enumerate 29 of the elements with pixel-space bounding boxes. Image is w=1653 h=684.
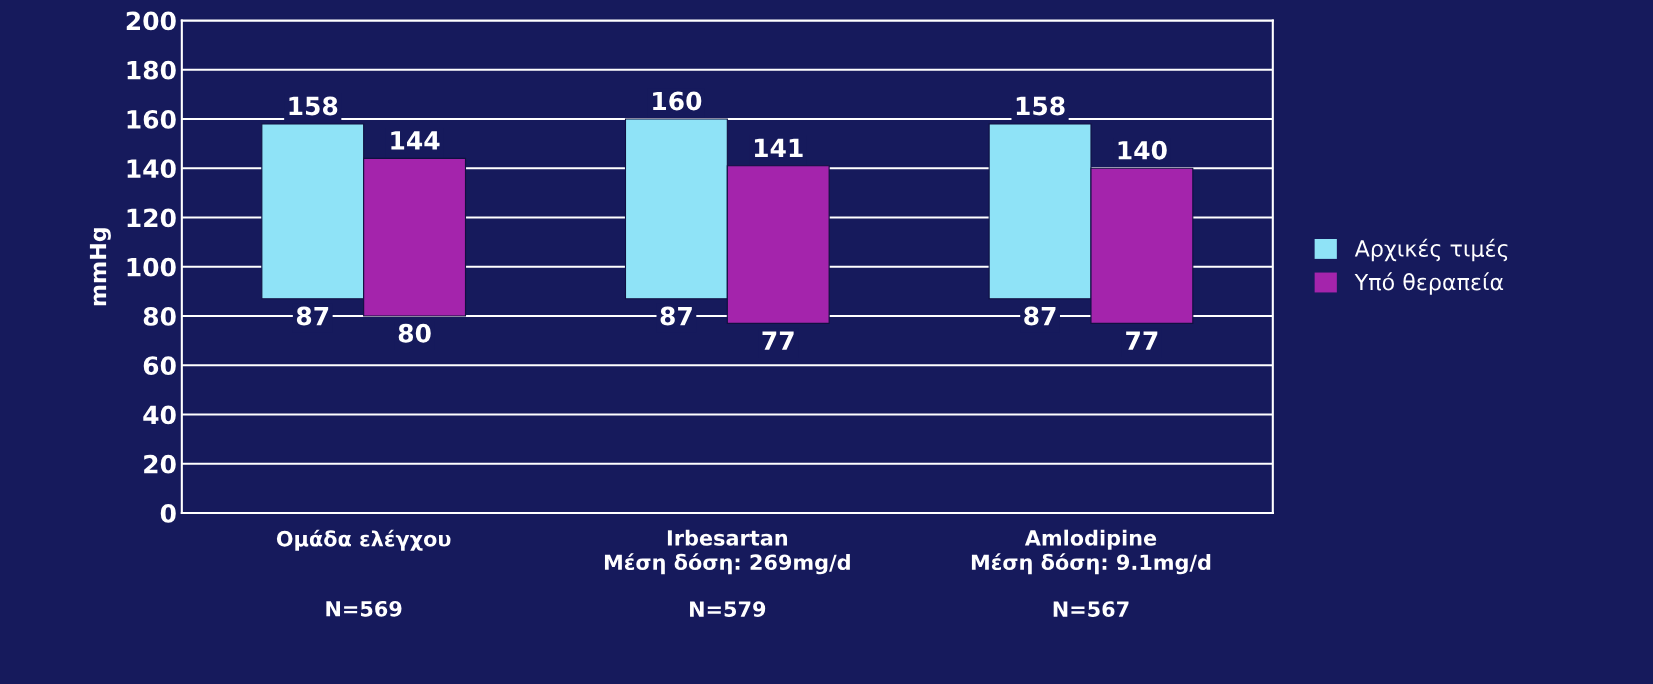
annotation: 80	[398, 323, 431, 343]
annotation: 158	[289, 96, 338, 116]
annotation: 87	[660, 306, 692, 326]
y-tick-label: 180	[127, 60, 176, 80]
y-tick-label: 200	[126, 11, 176, 31]
annotation: 144	[391, 131, 440, 150]
y-tick-label: 100	[127, 257, 176, 277]
y-tick-label: 40	[143, 405, 176, 425]
annotation: 140	[1118, 140, 1167, 160]
y-axis-title: mmHg	[89, 228, 111, 306]
annotation: 158	[1016, 96, 1065, 116]
y-tick-label: 80	[143, 306, 176, 326]
y-tick-label: 0	[160, 503, 176, 523]
y-tick-label: 60	[143, 356, 176, 376]
category-label: Ομάδα ελέγχου N=569	[276, 529, 451, 617]
legend-label: Αρχικές τιμές	[1354, 238, 1508, 262]
annotation: 141	[754, 138, 803, 157]
y-tick-label: 20	[144, 454, 176, 474]
y-tick-label: 160	[127, 109, 176, 129]
y-tick-label: 120	[127, 208, 176, 228]
annotation: 77	[762, 331, 794, 350]
annotation: 87	[296, 306, 329, 326]
category-label: Irbesartan Μέση δόση: 269mg/d N=579	[604, 529, 850, 617]
category-label: Amlodipine Μέση δόση: 9.1mg/d N=567	[971, 529, 1211, 617]
annotation: 77	[1126, 331, 1158, 350]
legend-label: Υπό θεραπεία	[1354, 272, 1504, 295]
y-tick-label: 140	[127, 159, 176, 179]
annotation: 160	[653, 91, 702, 111]
annotation: 87	[1024, 306, 1056, 326]
